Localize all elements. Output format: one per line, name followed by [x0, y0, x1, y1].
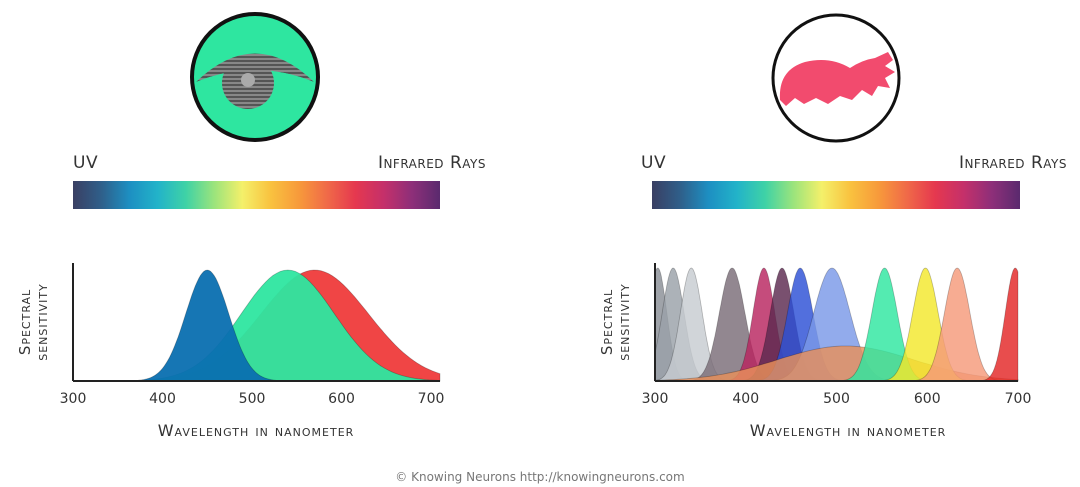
y-axis-title-left-1: Spectral	[16, 289, 34, 355]
mantis-shrimp-icon	[771, 13, 901, 143]
human-panel: UV Infrared Rays 300 400 500 600 700 Wavelen…	[16, 12, 486, 440]
infrared-label-right: Infrared Rays	[959, 153, 1067, 173]
sensitivity-curve-697	[982, 267, 1019, 382]
x-tick-label: 700	[418, 391, 445, 407]
x-tick-label: 300	[60, 391, 87, 407]
infrared-label-left: Infrared Rays	[378, 153, 486, 173]
x-tick-label: 600	[914, 391, 941, 407]
x-tick-label: 500	[239, 391, 266, 407]
y-axis-title-right-2: sensitivity	[615, 283, 633, 361]
spectrum-bar-right	[652, 181, 1020, 209]
human-eye-icon	[190, 12, 320, 142]
y-axis-title-right-1: Spectral	[598, 289, 616, 355]
x-ticks-right: 300 400 500 600 700	[642, 391, 1032, 407]
x-ticks-left: 300 400 500 600 700	[60, 391, 445, 407]
x-tick-label: 400	[732, 391, 759, 407]
x-tick-label: 600	[328, 391, 355, 407]
x-tick-label: 400	[149, 391, 176, 407]
shrimp-panel: UV Infrared Rays 300 400 500 600 700 Wavelen…	[598, 13, 1067, 440]
x-axis-title-left: Wavelength in nanometer	[158, 421, 355, 440]
x-tick-label: 700	[1005, 391, 1032, 407]
copyright-footer: © Knowing Neurons http://knowingneurons.…	[395, 470, 684, 484]
human-sensitivity-plot	[138, 269, 441, 382]
shrimp-sensitivity-plot	[654, 267, 1019, 382]
sensitivity-curve-450	[138, 269, 277, 382]
uv-label-left: UV	[73, 153, 98, 173]
spectrum-bar-left	[73, 181, 440, 209]
x-tick-label: 500	[823, 391, 850, 407]
x-tick-label: 300	[642, 391, 669, 407]
x-axis-title-right: Wavelength in nanometer	[750, 421, 947, 440]
y-axis-title-left-2: sensitivity	[33, 283, 51, 361]
sensitivity-curve-633	[916, 267, 999, 382]
uv-label-right: UV	[641, 153, 666, 173]
